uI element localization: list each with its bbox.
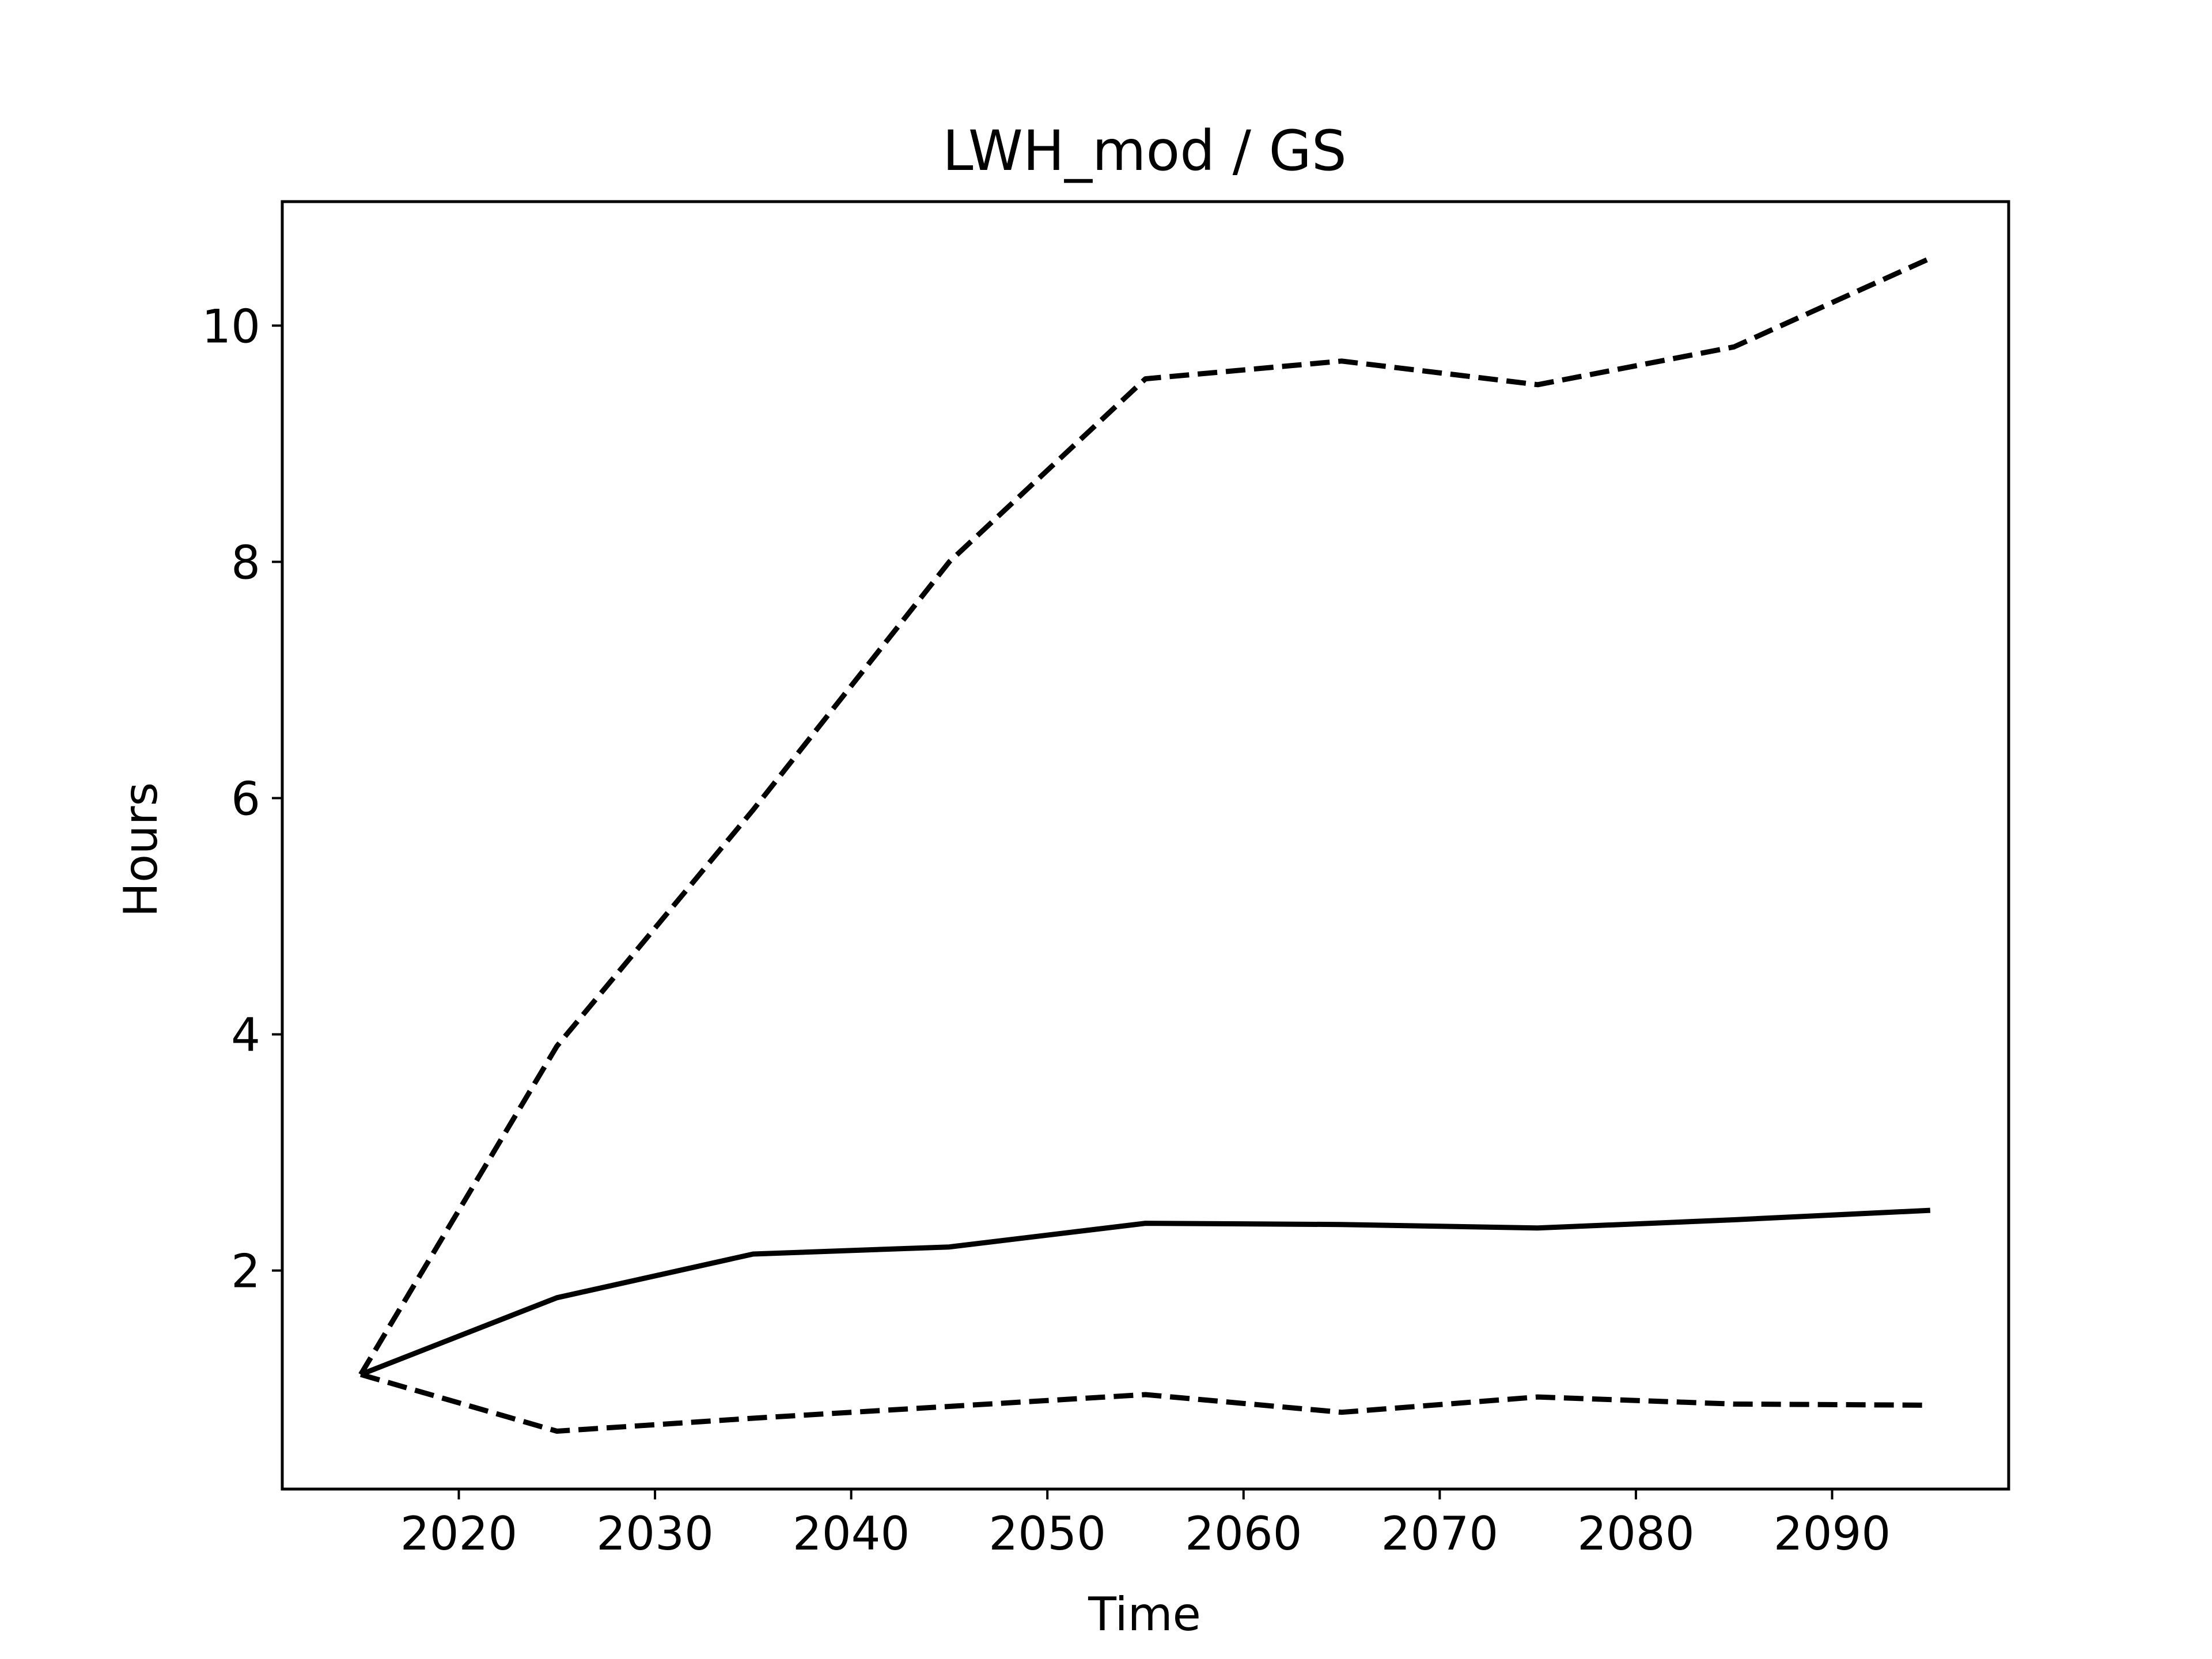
- y-axis-label: Hours: [114, 782, 168, 917]
- series-line-lower: [359, 1372, 1930, 1434]
- series-line-mean: [359, 1207, 1931, 1377]
- plot-frame: [281, 200, 2010, 1491]
- y-tick-label: 2: [231, 1245, 260, 1298]
- series-line-upper: [358, 256, 1931, 1376]
- chart-title: LWH_mod / GS: [942, 119, 1347, 183]
- y-tick-label: 6: [231, 772, 260, 825]
- y-tick-label: 4: [231, 1009, 260, 1062]
- y-tick-label: 8: [231, 536, 260, 589]
- x-tick-label: 2030: [596, 1507, 714, 1560]
- x-tick-label: 2020: [400, 1507, 518, 1560]
- plot-area: [358, 256, 1931, 1434]
- x-tick-label: 2070: [1381, 1507, 1499, 1560]
- x-tick-label: 2080: [1577, 1507, 1695, 1560]
- y-tick-label: 10: [202, 300, 260, 353]
- x-tick-label: 2050: [988, 1507, 1106, 1560]
- x-tick-label: 2040: [793, 1507, 910, 1560]
- x-tick-label: 2060: [1185, 1507, 1302, 1560]
- x-axis-label: Time: [1088, 1588, 1201, 1641]
- x-tick-label: 2090: [1774, 1507, 1891, 1560]
